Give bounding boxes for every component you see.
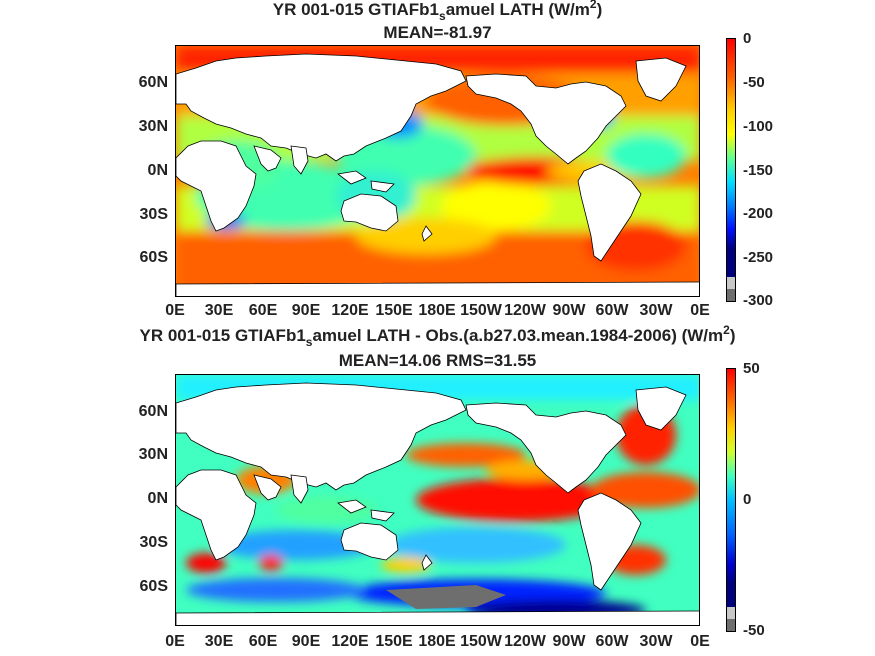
panel1-lon-label: 180E [418, 302, 456, 319]
panel1-lat-label: 0N [147, 162, 168, 179]
panel2-lon-axis: 0E 30E 60E 90E 120E 150E 180E 150W 120W … [160, 633, 720, 651]
panel1-lat-label: 60S [139, 249, 168, 266]
panel2-map [175, 374, 700, 626]
panel1-lon-label: 0E [690, 302, 710, 319]
panel2-colorbar-label: 50 [743, 360, 760, 377]
panel2-colorbar-label: 0 [743, 491, 752, 508]
panel1-lon-label: 90W [552, 302, 586, 319]
panel1-lon-axis: 0E 30E 60E 90E 120E 150E 180E 150W 120W … [160, 302, 720, 320]
panel1-lon-label: 0E [165, 302, 185, 319]
panel1-lon-label: 30W [639, 302, 673, 319]
panel1-lon-label: 60W [595, 302, 629, 319]
panel1-colorbar-label: -200 [743, 205, 774, 222]
continents [176, 382, 699, 625]
panel2-lon-label: 30E [204, 633, 234, 650]
panel1-colorbar-label: -300 [743, 292, 774, 309]
panel2-lon-label: 120E [331, 633, 369, 650]
panel1-colorbar-label: -150 [743, 162, 774, 179]
panel1-lon-label: 150E [375, 302, 413, 319]
panel2-lon-label: 90W [552, 633, 586, 650]
panel2-lat-label: 60S [139, 578, 168, 595]
panel2-title: YR 001-015 GTIAFb1samuel LATH - Obs.(a.b… [139, 323, 736, 349]
panel1-lat-label: 30S [139, 206, 168, 223]
panel1-map [175, 45, 700, 297]
panel2-lon-label: 0E [165, 633, 185, 650]
panel1-lat-label: 30N [138, 118, 168, 135]
panel2-lat-label: 30N [138, 446, 168, 463]
panel2-lon-label: 60W [595, 633, 629, 650]
panel2-lat-label: 60N [138, 403, 168, 420]
missing-region [386, 585, 506, 609]
panel2-lon-label: 150W [460, 633, 502, 650]
panel1-lat-label: 60N [138, 74, 168, 91]
panel2-colorbar-label: -50 [743, 622, 765, 639]
panel1-colorbar-label: -100 [743, 118, 774, 135]
panel1-lon-label: 120E [331, 302, 369, 319]
panel1-lon-label: 150W [460, 302, 502, 319]
panel2-lon-label: 60E [248, 633, 278, 650]
continents [176, 53, 699, 296]
panel2-lat-label: 0N [147, 490, 168, 507]
panel1-colorbar-label: -250 [743, 249, 774, 266]
panel1-lon-label: 120W [504, 302, 546, 319]
panel2-lon-label: 30W [639, 633, 673, 650]
panel2-lat-label: 30S [139, 534, 168, 551]
panel2-lon-label: 180E [418, 633, 456, 650]
panel1-lon-label: 60E [248, 302, 278, 319]
panel2-lon-label: 120W [504, 633, 546, 650]
panel1-lon-label: 90E [291, 302, 321, 319]
panel1-colorbar-label: 0 [743, 30, 752, 47]
panel2-lon-label: 0E [690, 633, 710, 650]
panel2-lon-label: 90E [291, 633, 321, 650]
panel2-colorbar [726, 368, 736, 632]
panel2-lon-label: 150E [375, 633, 413, 650]
panel1-title: YR 001-015 GTIAFb1samuel LATH (W/m2) [272, 0, 603, 23]
panel1-colorbar-label: -50 [743, 74, 765, 91]
panel1-lon-label: 30E [204, 302, 234, 319]
panel1-colorbar [726, 38, 736, 302]
panel2-stats: MEAN=14.06 RMS=31.55 [338, 351, 537, 370]
panel1-stats: MEAN=-81.97 [383, 23, 492, 42]
